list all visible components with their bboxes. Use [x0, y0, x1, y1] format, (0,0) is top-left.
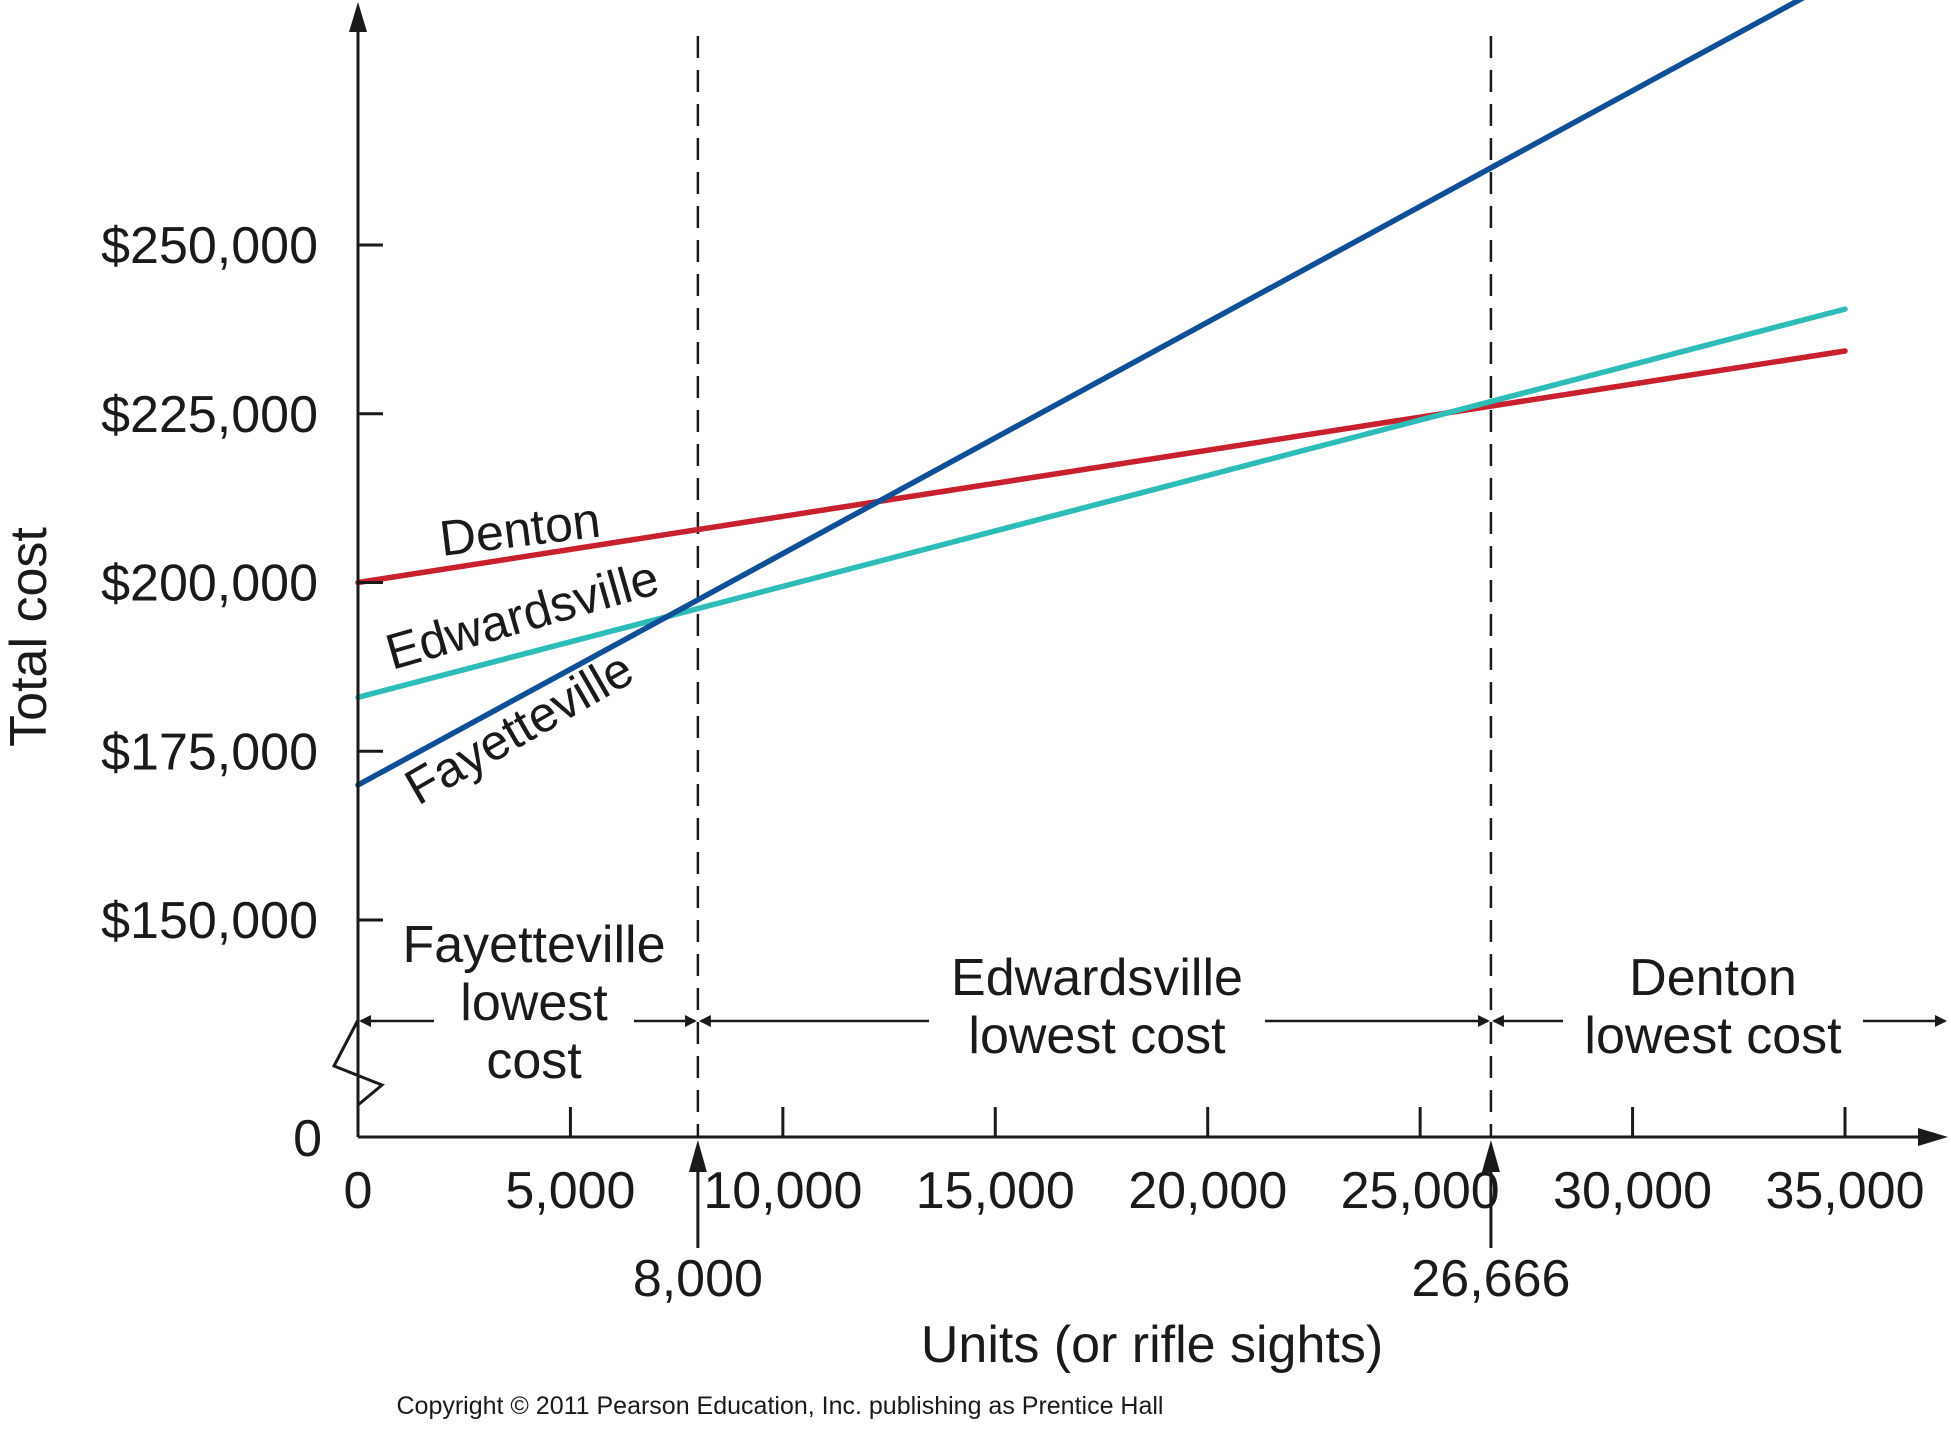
region-label: Edwardsville [951, 949, 1243, 1007]
x-tick-label: 5,000 [505, 1162, 635, 1220]
x-tick-label: 15,000 [916, 1162, 1075, 1220]
y-origin-label: 0 [293, 1110, 322, 1168]
y-tick-label: $175,000 [101, 723, 318, 781]
axis-break-icon [331, 1019, 385, 1107]
x-tick-label: 20,000 [1128, 1162, 1287, 1220]
y-tick-label: $200,000 [101, 555, 318, 613]
x-axis-title: Units (or rifle sights) [921, 1316, 1383, 1374]
y-axis-title: Total cost [0, 527, 58, 747]
region-label: cost [486, 1032, 582, 1090]
x-tick-label: 25,000 [1341, 1162, 1500, 1220]
region-label: lowest [460, 974, 608, 1032]
x-axis-arrow-icon [1918, 1128, 1948, 1146]
region-label: lowest cost [1584, 1007, 1842, 1065]
x-tick-label: 0 [344, 1162, 373, 1220]
y-tick-label: $150,000 [101, 892, 318, 950]
x-tick-label: 30,000 [1553, 1162, 1712, 1220]
breakpoint-arrow-icon [1481, 1140, 1500, 1172]
region-label: lowest cost [968, 1007, 1226, 1065]
region-label: Denton [1629, 949, 1797, 1007]
copyright-text: Copyright © 2011 Pearson Education, Inc.… [396, 1392, 1163, 1420]
series-line-fayetteville [355, 0, 1805, 788]
series-line-denton [355, 348, 1848, 586]
x-tick-label: 10,000 [703, 1162, 862, 1220]
y-tick-label: $225,000 [101, 386, 318, 444]
x-tick-label: 35,000 [1765, 1162, 1924, 1220]
region-label: Fayetteville [403, 916, 666, 974]
breakpoint-label: 8,000 [633, 1250, 763, 1308]
y-axis-arrow-icon [349, 2, 367, 32]
series-label-denton: Denton [437, 492, 604, 567]
breakpoint-arrow-icon [688, 1140, 707, 1172]
breakpoint-label: 26,666 [1411, 1250, 1570, 1308]
y-tick-label: $250,000 [101, 217, 318, 275]
series-line-edwardsville [355, 306, 1848, 701]
